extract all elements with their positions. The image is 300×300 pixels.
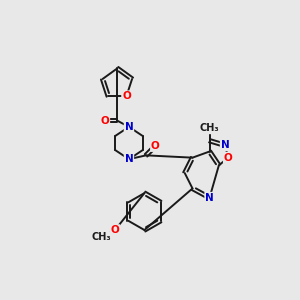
Text: O: O: [100, 116, 109, 126]
Text: O: O: [122, 91, 131, 101]
Text: N: N: [205, 193, 214, 203]
Text: N: N: [124, 154, 133, 164]
Text: CH₃: CH₃: [200, 123, 219, 134]
Text: N: N: [221, 140, 230, 150]
Text: O: O: [111, 225, 119, 235]
Text: N: N: [124, 122, 133, 132]
Text: CH₃: CH₃: [91, 232, 111, 242]
Text: O: O: [151, 141, 160, 151]
Text: O: O: [224, 153, 233, 163]
